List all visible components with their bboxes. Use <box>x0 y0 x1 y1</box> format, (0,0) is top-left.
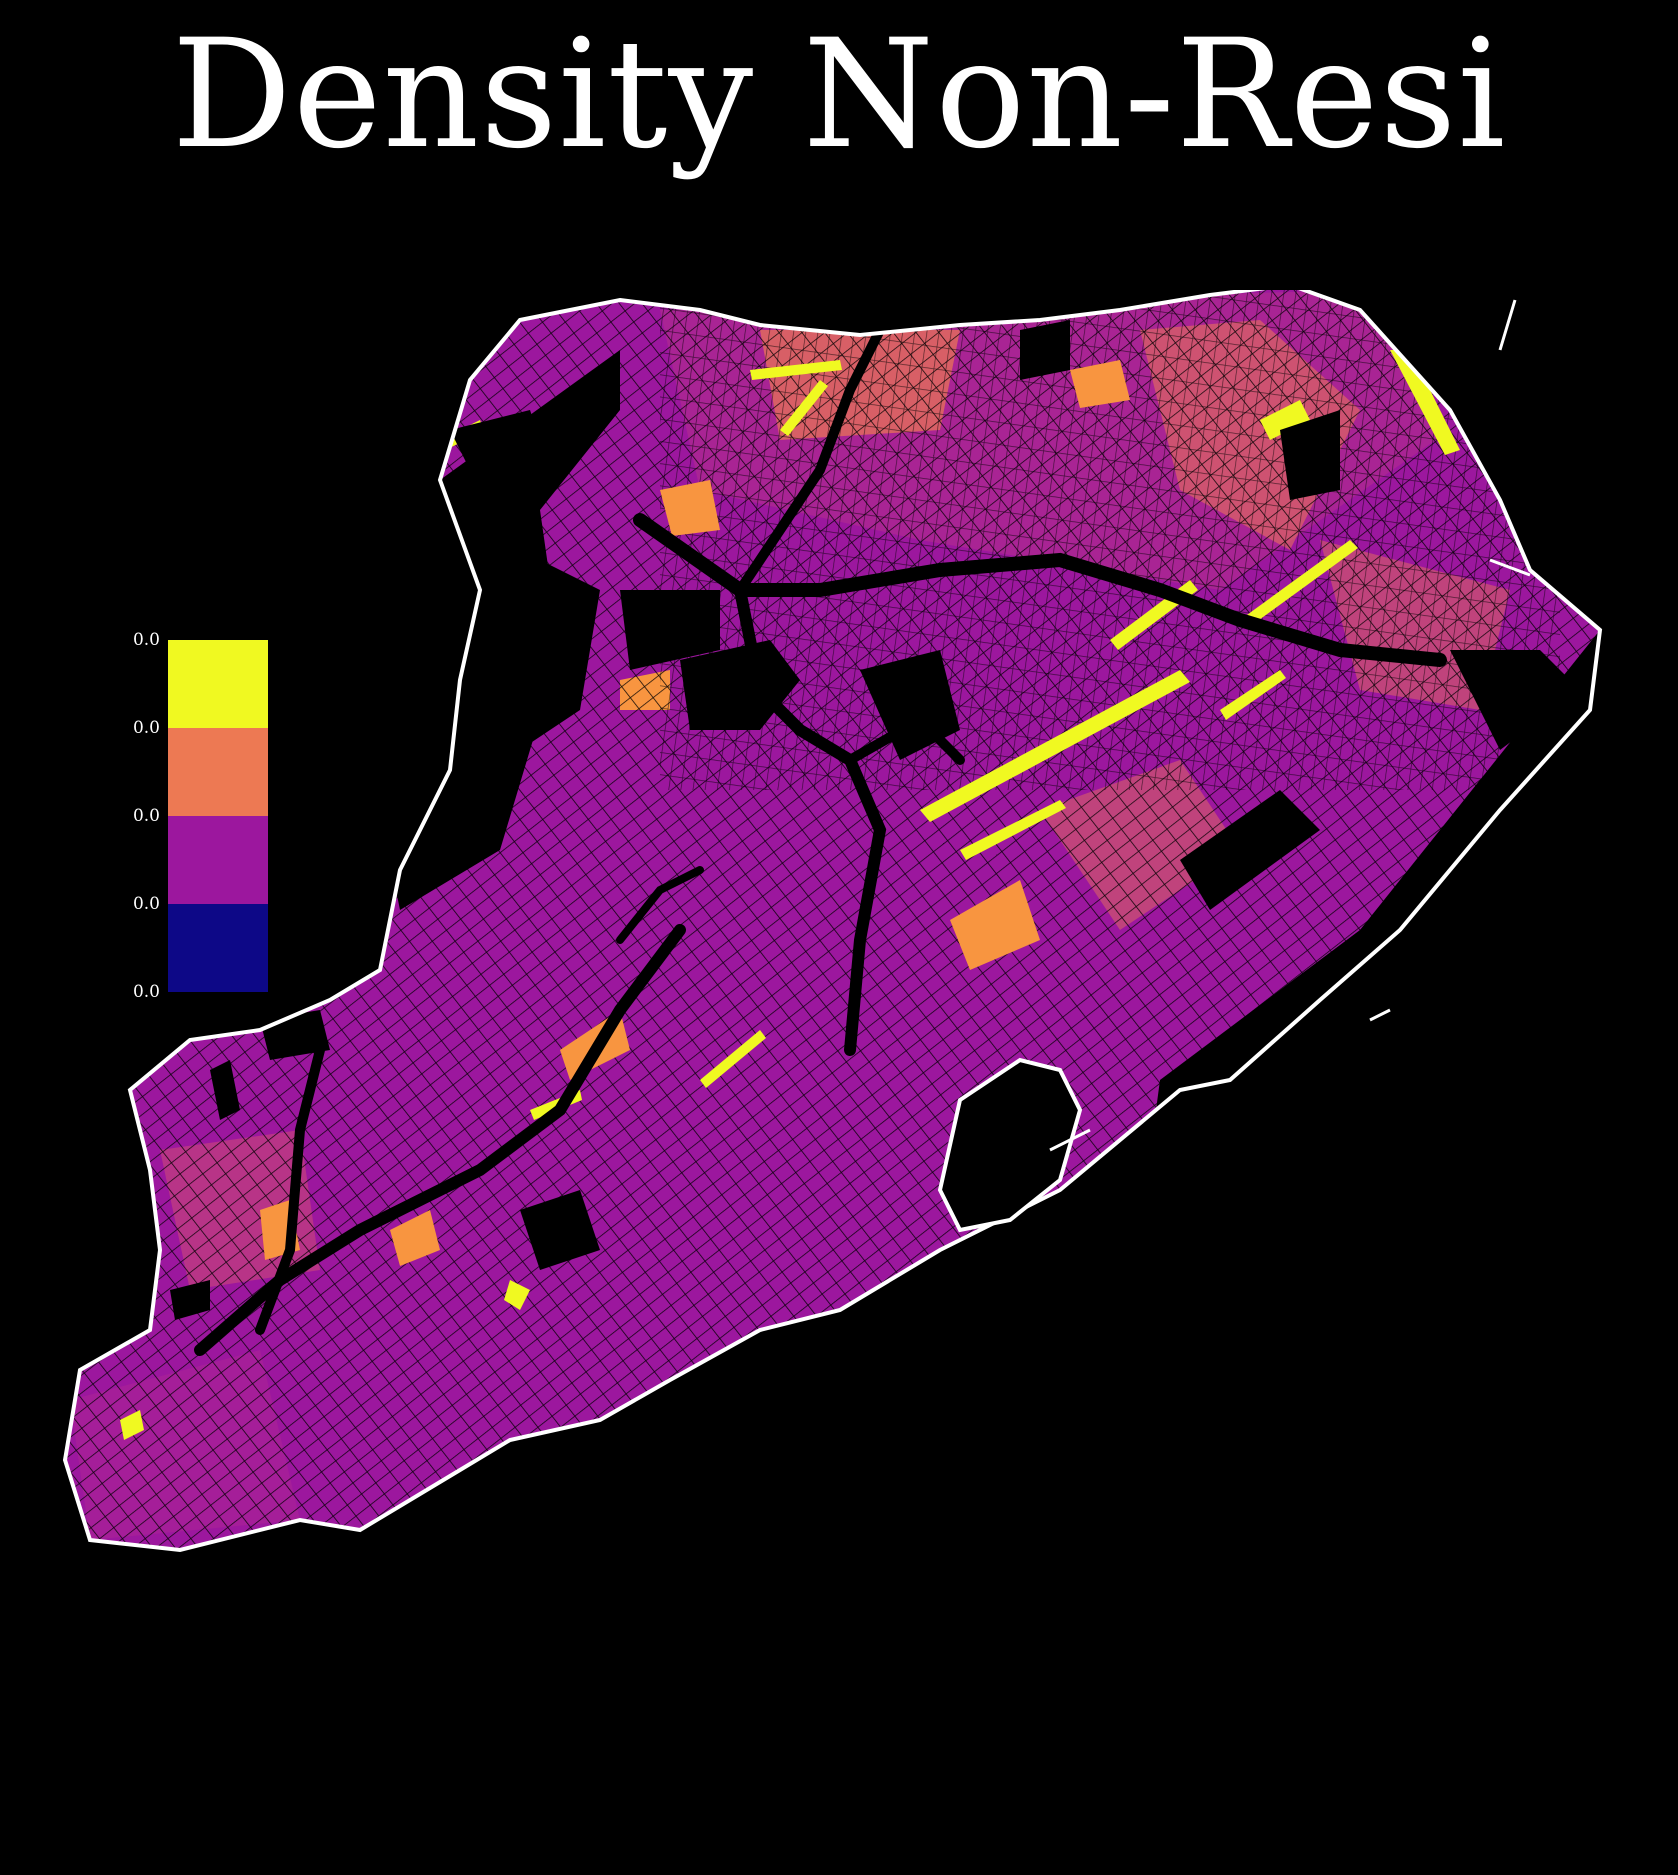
harbor-outline <box>937 1057 1083 1233</box>
legend-bin-1 <box>168 640 268 728</box>
color-legend: 0.0 0.0 0.0 0.0 0.0 <box>110 630 280 1002</box>
legend-bin-4 <box>168 904 268 992</box>
legend-tick-label: 0.0 <box>132 806 160 826</box>
legend-tick-label: 0.0 <box>132 630 160 650</box>
legend-bin-2 <box>168 728 268 816</box>
pier-lines <box>1049 299 1531 1152</box>
legend-bin-3 <box>168 816 268 904</box>
island-density-map <box>60 290 1620 1830</box>
legend-tick-label: 0.0 <box>132 982 160 1002</box>
legend-tick-label: 0.0 <box>132 894 160 914</box>
density-blocks <box>65 290 1600 1550</box>
map-title: Density Non-Resi <box>171 8 1507 182</box>
legend-tick-label: 0.0 <box>132 718 160 738</box>
